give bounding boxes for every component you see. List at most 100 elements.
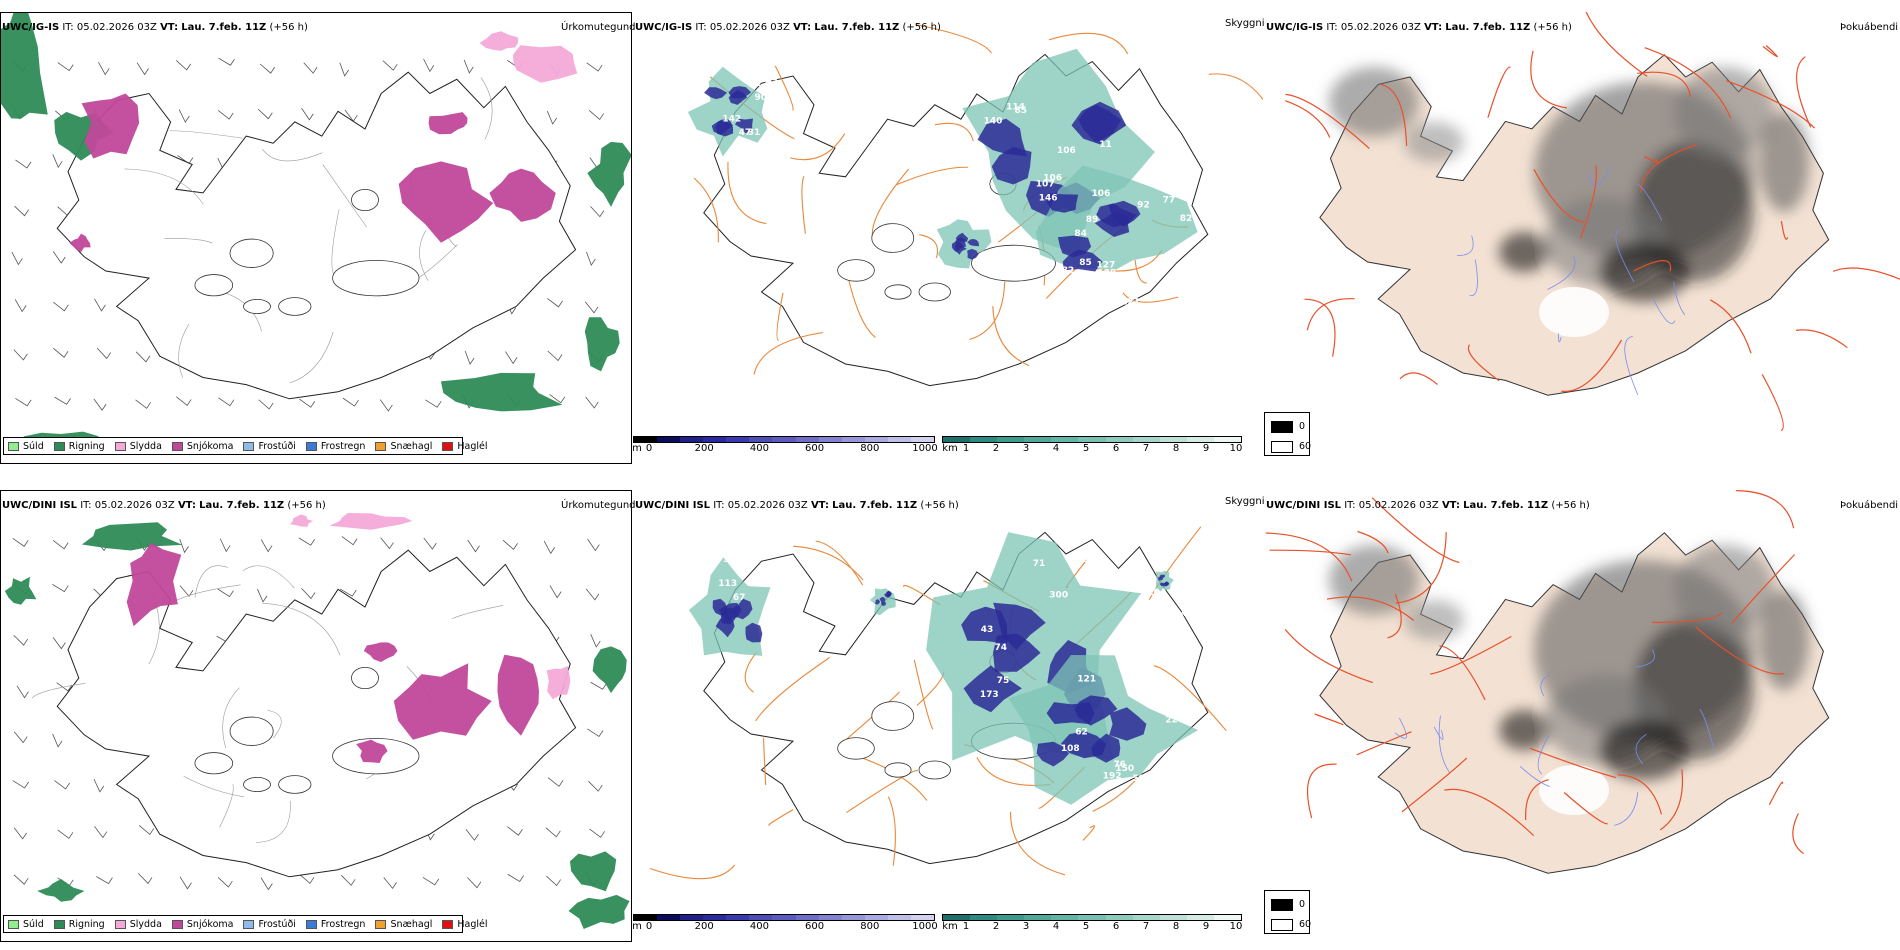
road-line [774,65,794,111]
cloud-base-area [1047,193,1079,213]
wind-barb [507,826,523,836]
colorbar-swatch [1213,915,1242,920]
wind-barb [52,251,66,264]
issue-time: IT: 05.02.2026 03Z [62,22,157,33]
road-line [267,709,282,739]
glacier-outline [884,762,912,778]
fog-patch [1499,232,1549,272]
legend-swatch [8,441,19,451]
cloud-base-area [993,602,1046,651]
header-fog-2: UWC/DINI ISL IT: 05.02.2026 03Z VT: Lau.… [1266,500,1590,511]
cloud-base-label: 84 [1074,229,1087,239]
wind-barb [301,587,316,600]
wind-barb [56,682,73,692]
colorbar-swatch [970,437,998,442]
wind-barb [176,60,192,71]
road-line [183,776,245,798]
wind-barb [299,398,316,408]
cloud-base-area [731,598,753,620]
lead-time: (+56 h) [269,22,308,33]
cloud-base-label: 226 [1165,715,1184,725]
road-line [992,306,1030,367]
colorbar-swatch [1105,437,1133,442]
road-line [727,161,767,225]
wind-barb [545,827,561,838]
wind-barb [301,107,314,121]
cloud-base-label: 107 [1036,180,1055,190]
cloud-base-area [991,146,1032,185]
cloud-base-label: 299 [1145,114,1164,124]
cloud-base-area [884,592,892,598]
wind-barb [382,60,398,71]
rain-area [1,13,48,119]
sleet-area [290,514,313,527]
colorbar-swatch [818,437,842,442]
wind-barb [218,397,235,407]
road-line [768,809,794,826]
snow-area [489,168,556,222]
wind-barb [467,539,480,553]
wind-barb [217,588,234,598]
wind-barb [547,350,563,362]
fog-patch [1674,67,1774,157]
glacier-outline [243,776,271,792]
colorbar-tick: 1000 [912,921,938,932]
river-line [1624,336,1639,396]
cloud-base-label: 76 [1116,638,1129,648]
road-line [790,133,846,161]
cloud-base-label: 104 [1147,588,1166,598]
fog-patch [1499,710,1549,750]
wind-barb [423,537,437,550]
wind-barb [303,62,318,74]
colorbar-tick: 5 [1082,921,1090,932]
wind-barb [98,62,110,76]
clear-patch [1539,765,1609,815]
vis-colorbar-ticks: km 1 2 3 4 5 6 7 8 9 10 [942,443,1242,455]
road-line [1306,763,1337,819]
lead-time: (+56 h) [287,500,326,511]
road-line [755,657,831,722]
cloud-base-label: 150 [1115,764,1134,774]
road-line [1525,779,1549,821]
road-line [1710,299,1752,354]
wind-barb [587,538,600,552]
road-line [1082,825,1096,841]
cloud-base-area [977,118,1027,157]
wind-barb [54,396,71,405]
rain-area [587,141,631,207]
colorbar-tick: 0 [645,921,653,932]
colorbar-tick: 1 [962,443,970,454]
road-line [1430,635,1512,675]
legend-label: Snæhagl [390,440,433,452]
wind-barb [13,731,28,744]
cloud-base-label: 154 [1158,625,1177,635]
legend-swatch [243,441,255,451]
wind-barb [260,539,273,553]
wind-barb [179,585,194,597]
legend-item: Snjókoma [171,441,233,452]
colorbar-tick: 2 [992,443,1000,454]
road-line [1371,497,1460,564]
road-line [1585,12,1648,77]
road-line [1487,66,1511,118]
colorbar-swatch [1132,437,1160,442]
rain-area [584,317,620,372]
wind-barb [259,63,276,74]
vis-title-2: Skyggni [1225,496,1265,507]
cloud-base-area [1036,741,1069,767]
road-line [934,122,974,142]
wind-barb [179,539,189,554]
colorbar-unit: m [632,921,642,932]
wind-barb [15,397,32,407]
wind-barb [15,159,32,169]
road-line [331,209,340,275]
precip-type-panel-2: Súld Rigning Slydda Snjókoma Frostúði Frostre… [0,490,632,942]
roads [1285,12,1900,432]
road-line [1208,73,1263,101]
colorbar-swatch [1051,437,1079,442]
road-line [1761,374,1784,432]
cloud-base-label: 90 [755,93,768,103]
road-line [1048,32,1129,54]
colorbar-swatch [943,915,971,920]
road-line [322,164,367,228]
